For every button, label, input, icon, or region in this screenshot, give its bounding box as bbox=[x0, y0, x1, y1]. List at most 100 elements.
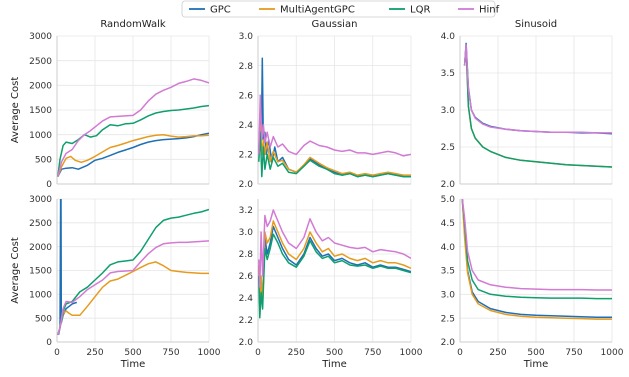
plot-area bbox=[463, 42, 612, 168]
y-tick-label: 500 bbox=[35, 156, 52, 166]
panels: 050010001500200025003000RandomWalkAverag… bbox=[10, 19, 624, 370]
x-tick-label: 1000 bbox=[198, 348, 221, 358]
x-tick-label: 0 bbox=[54, 348, 60, 358]
x-tick-label: 0 bbox=[255, 348, 261, 358]
y-tick-label: 3.0 bbox=[239, 32, 254, 42]
y-tick-label: 2.5 bbox=[441, 314, 455, 324]
legend-entry-lqr: LQR bbox=[389, 5, 430, 16]
y-tick-label: 1500 bbox=[29, 267, 52, 277]
chart-panel-2: 2.0 2.2 2.4 2.6 2.8 3.0 Gaussian bbox=[239, 19, 412, 190]
y-tick-label: 3.5 bbox=[441, 69, 455, 79]
chart-panel-5: 2.0 2.2 2.4 2.6 2.8 3.0 3.2 0 250 500 750 1000 Time bbox=[239, 199, 423, 370]
x-tick-label: 1000 bbox=[400, 348, 423, 358]
y-tick-label: 2.6 bbox=[239, 272, 254, 282]
y-tick-label: 2500 bbox=[29, 57, 52, 67]
series-line-gpc bbox=[461, 199, 612, 318]
y-tick-label: 2.0 bbox=[441, 180, 456, 190]
series-line-gpc bbox=[57, 132, 209, 177]
legend: GPC MultiAgentGPC LQR Hinf bbox=[181, 0, 500, 18]
y-axis-label: Average Cost bbox=[10, 77, 21, 144]
y-tick-label: 4.0 bbox=[441, 243, 456, 253]
series-line-hinf bbox=[57, 78, 209, 177]
y-tick-label: 2.4 bbox=[239, 121, 254, 131]
y-tick-label: 4.5 bbox=[441, 219, 455, 229]
y-tick-label: 2000 bbox=[29, 243, 52, 253]
series-line-lqr bbox=[461, 199, 612, 300]
y-tick-label: 1000 bbox=[29, 291, 52, 301]
x-tick-label: 750 bbox=[162, 348, 179, 358]
x-tick-label: 250 bbox=[288, 348, 305, 358]
y-tick-label: 2.0 bbox=[441, 338, 456, 348]
series-line-lqr bbox=[258, 131, 411, 178]
y-tick-label: 3000 bbox=[29, 195, 52, 205]
x-axis-label: Time bbox=[523, 359, 548, 370]
x-tick-label: 250 bbox=[86, 348, 103, 358]
series-line-gpc bbox=[258, 225, 411, 310]
x-tick-label: 250 bbox=[489, 348, 506, 358]
legend-frame bbox=[181, 0, 496, 18]
y-tick-label: 2.5 bbox=[441, 143, 455, 153]
plot-area bbox=[57, 78, 209, 177]
y-tick-label: 4.0 bbox=[441, 32, 456, 42]
chart-panel-4: 0 500 1000 1500 2000 2500 3000 0 250 500 750 1000 Av… bbox=[10, 195, 221, 370]
series-line-multiagentgpc bbox=[258, 220, 411, 310]
x-axis-label: Time bbox=[120, 359, 145, 370]
series-line-hinf bbox=[258, 94, 411, 157]
y-tick-label: 2.2 bbox=[239, 316, 253, 326]
panel-title: Sinusoid bbox=[515, 19, 557, 30]
y-tick-label: 3000 bbox=[29, 32, 52, 42]
y-tick-label: 2.2 bbox=[239, 151, 253, 161]
x-tick-label: 0 bbox=[457, 348, 463, 358]
y-axis-label: Average Cost bbox=[10, 237, 21, 304]
x-axis-label: Time bbox=[321, 359, 346, 370]
plot-area bbox=[461, 199, 612, 320]
series-line-hinf bbox=[463, 44, 612, 134]
chart-panel-3: 2.0 2.5 3.0 3.5 4.0 Sinusoid bbox=[441, 19, 613, 190]
series-line-multiagentgpc bbox=[461, 199, 612, 320]
series-line-hinf bbox=[258, 209, 411, 288]
legend-label: GPC bbox=[210, 5, 231, 16]
y-tick-label: 2.6 bbox=[239, 91, 254, 101]
y-tick-label: 500 bbox=[35, 314, 52, 324]
legend-entry-multiagentgpc: MultiAgentGPC bbox=[259, 5, 355, 16]
plot-area bbox=[258, 209, 411, 319]
y-tick-label: 2.0 bbox=[239, 338, 254, 348]
series-line-multiagentgpc bbox=[258, 124, 411, 176]
y-tick-label: 2.8 bbox=[239, 62, 254, 72]
y-tick-label: 1500 bbox=[29, 106, 52, 116]
panel-title: RandomWalk bbox=[100, 19, 166, 30]
y-tick-label: 2500 bbox=[29, 219, 52, 229]
y-tick-label: 0 bbox=[46, 338, 52, 348]
y-tick-label: 2.4 bbox=[239, 294, 254, 304]
legend-entry-hinf: Hinf bbox=[458, 5, 500, 16]
y-tick-label: 3.5 bbox=[441, 267, 455, 277]
plot-area bbox=[57, 199, 209, 336]
series-line-gpc bbox=[57, 199, 78, 336]
y-tick-label: 2.8 bbox=[239, 250, 254, 260]
legend-label: MultiAgentGPC bbox=[280, 5, 355, 16]
y-tick-label: 2.0 bbox=[239, 180, 254, 190]
y-tick-label: 3.0 bbox=[441, 291, 456, 301]
x-tick-label: 750 bbox=[565, 348, 582, 358]
series-line-hinf bbox=[57, 240, 209, 336]
x-tick-label: 500 bbox=[124, 348, 141, 358]
x-tick-label: 500 bbox=[527, 348, 544, 358]
x-tick-label: 500 bbox=[326, 348, 343, 358]
y-tick-label: 2000 bbox=[29, 82, 52, 92]
panel-title: Gaussian bbox=[312, 19, 358, 30]
x-tick-label: 750 bbox=[364, 348, 381, 358]
y-tick-label: 3.2 bbox=[239, 206, 253, 216]
plot-area bbox=[258, 57, 411, 178]
series-line-multiagentgpc bbox=[57, 261, 209, 336]
y-tick-label: 5.0 bbox=[441, 195, 456, 205]
series-line-gpc bbox=[463, 42, 612, 135]
chart-panel-1: 0 500 1000 1500 2000 2500 3000 RandomWalk Averag… bbox=[10, 19, 210, 190]
y-tick-label: 0 bbox=[46, 180, 52, 190]
series-line-multiagentgpc bbox=[57, 133, 209, 177]
legend-label: Hinf bbox=[479, 5, 500, 16]
y-tick-label: 3.0 bbox=[441, 106, 456, 116]
series-line-lqr bbox=[463, 46, 612, 168]
series-line-lqr bbox=[57, 104, 209, 177]
x-tick-label: 1000 bbox=[601, 348, 624, 358]
